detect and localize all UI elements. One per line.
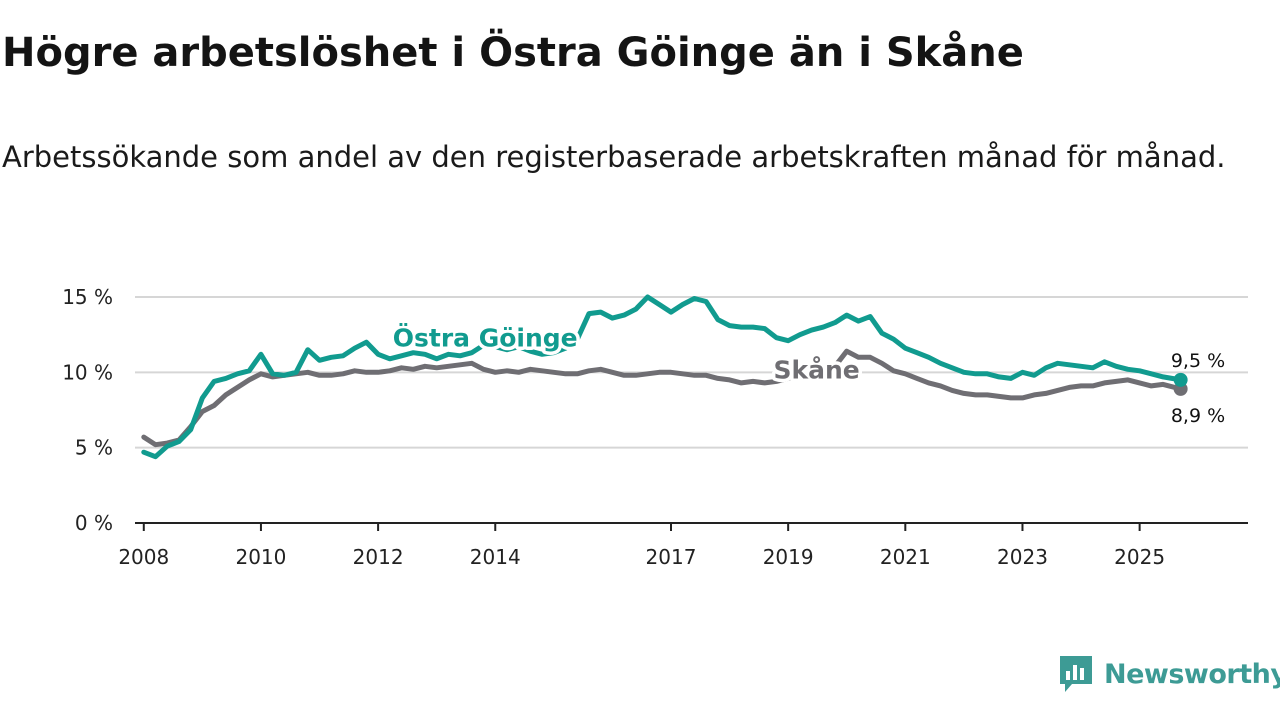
brand-name: Newsworthy bbox=[1104, 658, 1280, 690]
x-tick-label: 2014 bbox=[470, 545, 521, 569]
y-tick-label: 15 % bbox=[62, 285, 113, 309]
y-tick-label: 10 % bbox=[62, 360, 113, 384]
series-label-skane-halo: Skåne bbox=[774, 355, 860, 384]
series-label-ostra-goinge-halo: Östra Göinge bbox=[393, 323, 578, 353]
series-line--stra-g-inge bbox=[141, 294, 1184, 460]
x-tick-label: 2019 bbox=[763, 545, 814, 569]
chart-title: Högre arbetslöshet i Östra Göinge än i S… bbox=[2, 30, 1024, 76]
brand-logo: Newsworthy bbox=[1058, 654, 1280, 694]
series-line-sk-ne bbox=[141, 348, 1184, 448]
y-axis-ticks: 0 % 5 % 10 % 15 % bbox=[62, 285, 113, 535]
y-tick-label: 5 % bbox=[75, 436, 113, 460]
gridlines bbox=[135, 296, 1248, 449]
series-lines bbox=[141, 294, 1188, 460]
series-endpoint--stra-g-inge bbox=[1173, 372, 1188, 387]
series-label-skane: Skåne bbox=[774, 355, 860, 384]
y-tick-label: 0 % bbox=[75, 511, 113, 535]
x-tick-label: 2017 bbox=[646, 545, 697, 569]
x-tick-label: 2010 bbox=[235, 545, 286, 569]
end-label-skane: 8,9 % bbox=[1171, 405, 1225, 427]
end-label-ostra-goinge: 9,5 % bbox=[1171, 350, 1225, 372]
series-label-ostra-goinge: Östra Göinge bbox=[393, 323, 578, 353]
x-tick-label: 2025 bbox=[1114, 545, 1165, 569]
x-tick-label: 2012 bbox=[353, 545, 404, 569]
chart-subtitle: Arbetssökande som andel av den registerb… bbox=[2, 140, 1226, 174]
x-axis-ticks: 2008 2010 2012 2014 2017 2019 2021 2023 2025 bbox=[118, 523, 1165, 569]
x-tick-label: 2008 bbox=[118, 545, 169, 569]
x-tick-label: 2021 bbox=[880, 545, 931, 569]
newsworthy-logo-icon bbox=[1060, 656, 1092, 692]
x-tick-label: 2023 bbox=[997, 545, 1048, 569]
